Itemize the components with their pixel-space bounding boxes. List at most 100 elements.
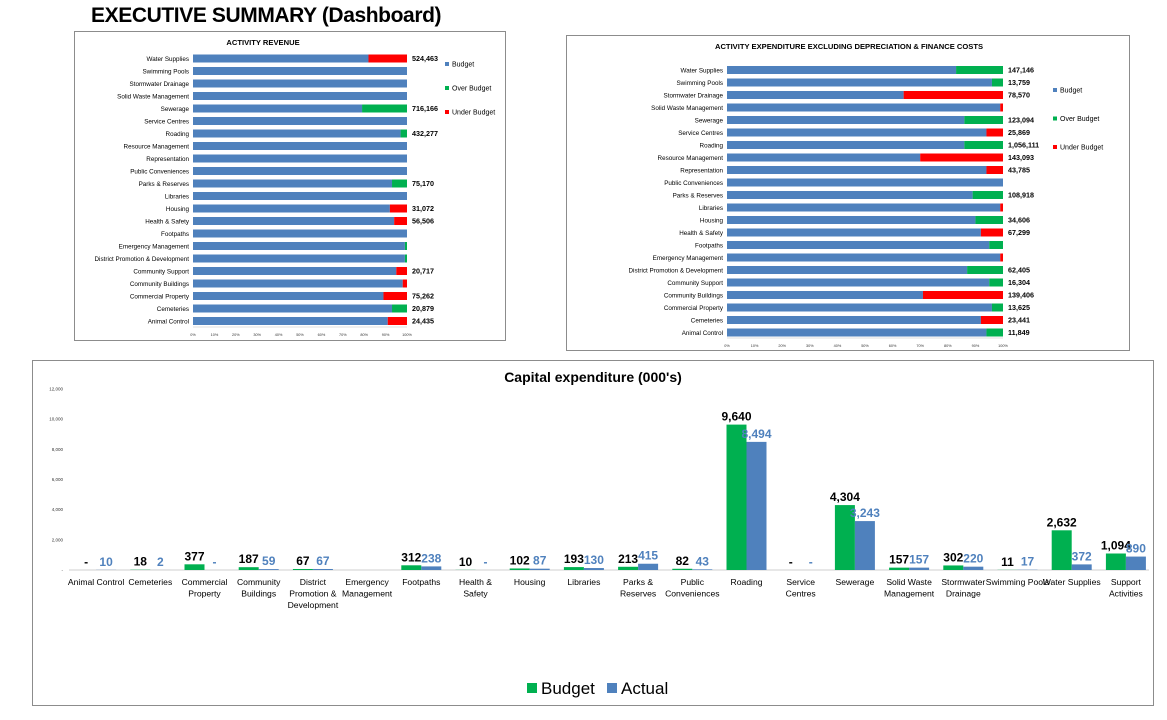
category-label-swimming-pools: Swimming Pools (986, 577, 1050, 587)
category-label-animal-control: Animal Control (682, 330, 723, 337)
y-tick-label: - (62, 568, 64, 573)
x-tick-label: 30% (253, 333, 261, 337)
legend-swatch-under-budget (1053, 145, 1057, 149)
data-label-actual-health-and-safety: - (484, 555, 488, 569)
legend-swatch-budget (527, 683, 537, 693)
category-label-emergency-management: Emergency Management (653, 255, 724, 262)
bar-segment-under-budget-representation (986, 166, 1003, 174)
x-tick-label: 30% (806, 344, 814, 348)
legend-swatch-over-budget (445, 86, 449, 90)
data-label-actual-community-buildings: 59 (262, 554, 276, 568)
data-label-budget-solid-waste-management: 157 (889, 553, 909, 567)
data-label-actual-commercial-property: - (213, 555, 217, 569)
x-tick-label: 80% (360, 333, 368, 337)
category-label-community-buildings: Community Buildings (130, 281, 189, 288)
bar-budget-housing (509, 568, 530, 570)
x-tick-label: 100% (402, 333, 412, 337)
category-label-sewerage: Sewerage (161, 106, 190, 113)
bar-actual-community-buildings (258, 569, 279, 570)
legend-label-over-budget: Over Budget (452, 86, 491, 93)
data-label-actual-water-supplies: 372 (1072, 549, 1092, 563)
bar-segment-budget-footpaths (727, 241, 990, 249)
bar-segment-budget-cemeteries (193, 304, 393, 313)
category-label-footpaths: Footpaths (695, 242, 723, 249)
bar-segment-over-budget-animal-control (986, 328, 1003, 337)
bar-budget-water-supplies (1051, 530, 1072, 570)
category-label-sewerage: Sewerage (695, 117, 724, 124)
bar-actual-district-promotion-and-development (312, 568, 333, 570)
data-label-representation: 43,785 (1008, 166, 1030, 175)
bar-budget-district-promotion-and-development (292, 568, 313, 570)
bar-segment-budget-community-buildings (727, 291, 923, 299)
category-label-district-promotion-and-development: District Promotion & Development (288, 577, 339, 610)
category-label-public-conveniences: Public Conveniences (130, 168, 189, 175)
category-label-health-and-safety: Health & Safety (145, 218, 190, 225)
category-label-animal-control: Animal Control (148, 318, 189, 325)
category-label-solid-waste-management: Solid Waste Management (117, 93, 189, 100)
bar-segment-under-budget-water-supplies (368, 54, 407, 63)
legend-swatch-budget (1053, 88, 1057, 92)
data-label-community-buildings: 139,406 (1008, 291, 1034, 300)
data-label-district-promotion-and-development: 62,405 (1008, 266, 1030, 275)
data-label-health-and-safety: 56,506 (412, 217, 434, 226)
capital-expenditure-chart: Capital expenditure (000's) - 2,000 4,000 6,… (32, 360, 1154, 706)
category-label-water-supplies: Water Supplies (147, 56, 189, 63)
data-label-actual-support-activities: 890 (1126, 542, 1146, 556)
bar-segment-budget-district-promotion-and-development (193, 254, 405, 263)
data-label-animal-control: 11,849 (1008, 328, 1030, 337)
bar-segment-budget-sewerage (193, 104, 363, 113)
bar-segment-over-budget-parks-and-reserves (392, 179, 407, 188)
legend-swatch-under-budget (445, 110, 449, 114)
bar-segment-under-budget-service-centres (986, 128, 1003, 137)
bar-segment-budget-community-support (193, 267, 397, 275)
data-label-budget-parks-and-reserves: 213 (618, 552, 638, 566)
data-label-actual-public-conveniences: 43 (696, 554, 710, 568)
bar-budget-community-buildings (238, 567, 259, 570)
category-label-public-conveniences: Public Conveniences (664, 180, 723, 187)
bar-actual-stormwater-drainage (963, 566, 984, 570)
bar-segment-budget-resource-management (193, 142, 407, 150)
data-label-budget-footpaths: 312 (401, 550, 421, 564)
y-tick-label: 2,000 (52, 537, 64, 542)
data-label-community-support: 16,304 (1008, 278, 1030, 287)
bar-segment-budget-solid-waste-management (727, 103, 1001, 112)
data-label-budget-district-promotion-and-development: 67 (296, 554, 310, 568)
category-label-solid-waste-management: Solid Waste Management (884, 577, 935, 599)
bar-segment-budget-district-promotion-and-development (727, 266, 968, 274)
bar-segment-under-budget-animal-control (387, 317, 407, 325)
category-label-footpaths: Footpaths (161, 231, 189, 238)
bar-segment-over-budget-swimming-pools (991, 78, 1003, 87)
data-label-housing: 34,606 (1008, 216, 1030, 225)
category-label-district-promotion-and-development: District Promotion & Development (95, 256, 190, 263)
bar-segment-over-budget-sewerage (362, 104, 407, 113)
x-tick-label: 100% (998, 344, 1008, 348)
bar-actual-public-conveniences (692, 569, 713, 570)
data-label-budget-health-and-safety: 10 (459, 555, 473, 569)
data-label-budget-cemeteries: 18 (134, 555, 148, 569)
bar-segment-budget-housing (727, 216, 976, 224)
data-label-swimming-pools: 13,759 (1008, 78, 1030, 87)
bar-segment-over-budget-cemeteries (392, 304, 407, 313)
bar-actual-support-activities (1125, 556, 1146, 570)
category-label-service-centres: Service Centres (678, 130, 723, 137)
data-label-actual-swimming-pools: 17 (1021, 555, 1035, 569)
bar-actual-parks-and-reserves (638, 563, 659, 570)
bar-segment-budget-animal-control (727, 328, 987, 337)
bar-segment-budget-footpaths (193, 229, 407, 238)
x-tick-label: 50% (296, 333, 304, 337)
category-label-commercial-property: Commercial Property (664, 305, 724, 312)
x-tick-label: 10% (211, 333, 219, 337)
legend-label-under-budget: Under Budget (1060, 145, 1103, 152)
legend-label-budget: Budget (452, 62, 474, 69)
bar-segment-budget-animal-control (193, 317, 388, 325)
bar-actual-libraries (583, 568, 604, 570)
category-label-parks-and-reserves: Parks & Reserves (620, 577, 656, 599)
category-label-roading: Roading (730, 577, 762, 587)
data-label-actual-animal-control: 10 (99, 555, 113, 569)
chart-title: Capital expenditure (000's) (504, 369, 682, 385)
category-label-roading: Roading (166, 131, 190, 138)
data-label-actual-service-centres: - (809, 555, 813, 569)
bar-segment-budget-libraries (193, 192, 407, 200)
x-tick-label: 20% (232, 333, 240, 337)
data-label-housing: 31,072 (412, 204, 434, 213)
